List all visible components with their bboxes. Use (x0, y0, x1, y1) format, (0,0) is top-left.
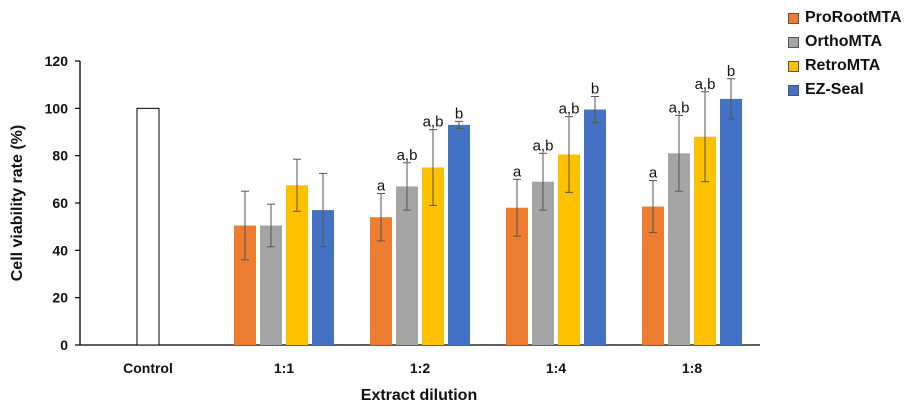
bar-ez-seal-1-8 (720, 98, 742, 345)
significance-label-ez-seal-1-8: b (727, 63, 735, 80)
significance-label-prorootmta-1-2: a (377, 178, 386, 195)
y-tick-label-0: 0 (60, 337, 68, 353)
significance-label-prorootmta-1-8: a (649, 165, 658, 182)
x-tick-label-1-8: 1:8 (682, 360, 702, 376)
bar-prorootmta-1-4 (506, 207, 528, 345)
bar-control (136, 107, 160, 346)
legend-label-retromta: RetroMTA (805, 57, 881, 74)
legend-swatch-prorootmta (788, 12, 799, 24)
chart-labels: 0 20 40 60 80 100 120 Cell viability rate (%) Ex… (9, 53, 735, 404)
legend-label-ez-seal: EZ-Seal (805, 81, 864, 98)
significance-label-ez-seal-1-4: b (591, 81, 599, 98)
y-tick-label-40: 40 (52, 242, 68, 258)
significance-label-retromta-1-8: a,b (695, 76, 716, 93)
y-tick-label-120: 120 (45, 53, 69, 69)
bar-prorootmta-1-8 (642, 206, 664, 345)
legend-item-orthomta: OrthoMTA (788, 30, 902, 54)
chart-marks (136, 78, 742, 346)
bar-ez-seal-1-4 (584, 109, 606, 346)
chart-legend: ProRootMTA OrthoMTA RetroMTA EZ-Seal (788, 6, 902, 102)
bar-retromta-1-1 (286, 185, 308, 345)
legend-swatch-orthomta (788, 36, 799, 48)
x-tick-label-1-2: 1:2 (410, 360, 430, 376)
bar-orthomta-1-1 (260, 225, 282, 345)
significance-label-prorootmta-1-4: a (513, 163, 522, 180)
y-tick-label-60: 60 (52, 195, 68, 211)
significance-label-retromta-1-2: a,b (423, 114, 444, 131)
bar-prorootmta-1-1 (234, 225, 256, 345)
y-tick-label-20: 20 (52, 290, 68, 306)
bar-ez-seal-1-1 (312, 210, 334, 345)
bar-orthomta-1-4 (532, 181, 554, 345)
x-tick-label-1-1: 1:1 (274, 360, 294, 376)
bar-retromta-1-2 (422, 167, 444, 345)
bar-orthomta-1-2 (396, 186, 418, 345)
bar-retromta-1-4 (558, 154, 580, 345)
significance-label-orthomta-1-8: a,b (669, 99, 690, 116)
legend-item-prorootmta: ProRootMTA (788, 6, 902, 30)
y-axis-title: Cell viability rate (%) (9, 125, 26, 282)
bar-ez-seal-1-2 (448, 124, 470, 346)
legend-swatch-retromta (788, 60, 799, 72)
x-tick-label-control: Control (123, 360, 173, 376)
legend-swatch-ez-seal (788, 84, 799, 96)
significance-label-orthomta-1-2: a,b (397, 147, 418, 164)
bar-retromta-1-8 (694, 136, 716, 345)
bar-prorootmta-1-2 (370, 217, 392, 345)
x-tick-label-1-4: 1:4 (546, 360, 566, 376)
legend-item-retromta: RetroMTA (788, 54, 902, 78)
legend-item-ez-seal: EZ-Seal (788, 78, 902, 102)
legend-label-prorootmta: ProRootMTA (805, 9, 902, 26)
significance-label-ez-seal-1-2: b (455, 105, 463, 122)
x-axis-title: Extract dilution (361, 387, 477, 404)
bar-orthomta-1-8 (668, 153, 690, 345)
significance-label-orthomta-1-4: a,b (533, 137, 554, 154)
y-tick-label-100: 100 (45, 100, 69, 116)
y-tick-label-80: 80 (52, 148, 68, 164)
significance-label-retromta-1-4: a,b (559, 101, 580, 118)
legend-label-orthomta: OrthoMTA (805, 33, 883, 50)
